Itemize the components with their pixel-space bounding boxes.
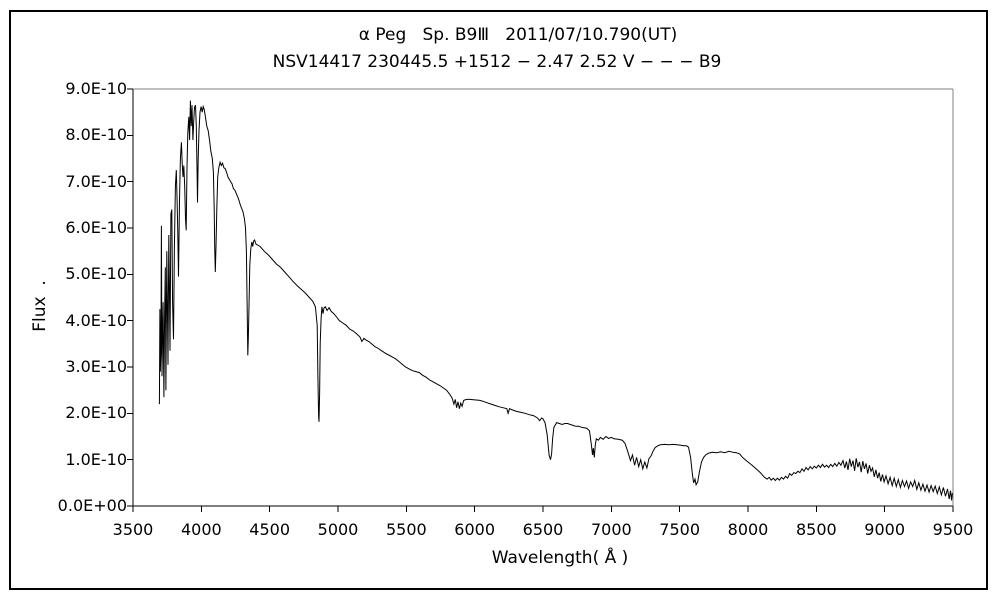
x-tick-label: 6000 (454, 520, 496, 539)
y-tick-label: 6.0E-10 (65, 218, 127, 237)
y-tick-label: 8.0E-10 (65, 125, 127, 145)
x-tick-label: 8000 (727, 520, 769, 539)
y-tick-label: 5.0E-10 (65, 264, 127, 284)
x-tick-label: 5000 (317, 520, 359, 539)
y-tick-label: 2.0E-10 (65, 403, 127, 423)
x-tick-label: 4500 (249, 520, 291, 539)
x-tick-label: 7500 (659, 520, 701, 539)
y-tick-label: 3.0E-10 (65, 357, 127, 376)
y-tick-label: 7.0E-10 (65, 171, 127, 191)
x-tick-label: 4000 (180, 520, 222, 539)
axis-ticks (127, 88, 954, 512)
chart-subtitle: NSV14417 230445.5 +1512 − 2.47 2.52 V − … (272, 52, 722, 72)
y-tick-label: 1.0E-10 (65, 449, 127, 469)
y-tick-label: 0.0E+00 (57, 496, 127, 515)
x-tick-label: 8500 (795, 520, 837, 539)
chart-title: α Peg Sp. B9Ⅲ 2011/07/10.790(UT) (358, 25, 678, 45)
x-tick-label: 3500 (112, 520, 154, 539)
chart-outer-border (9, 10, 988, 590)
x-tick-label: 7000 (590, 520, 632, 539)
y-tick-label: 4.0E-10 (65, 310, 127, 330)
x-tick-label: 6500 (522, 520, 564, 539)
x-tick-label: 9000 (864, 520, 906, 539)
spectrum-curve (158, 100, 953, 501)
x-tick-label: 9500 (932, 520, 974, 539)
y-tick-label: 9.0E-10 (65, 79, 127, 98)
plot-frame (132, 88, 954, 507)
x-tick-label: 5500 (385, 520, 427, 539)
x-axis-label: Wavelength( Å ) (491, 548, 629, 568)
